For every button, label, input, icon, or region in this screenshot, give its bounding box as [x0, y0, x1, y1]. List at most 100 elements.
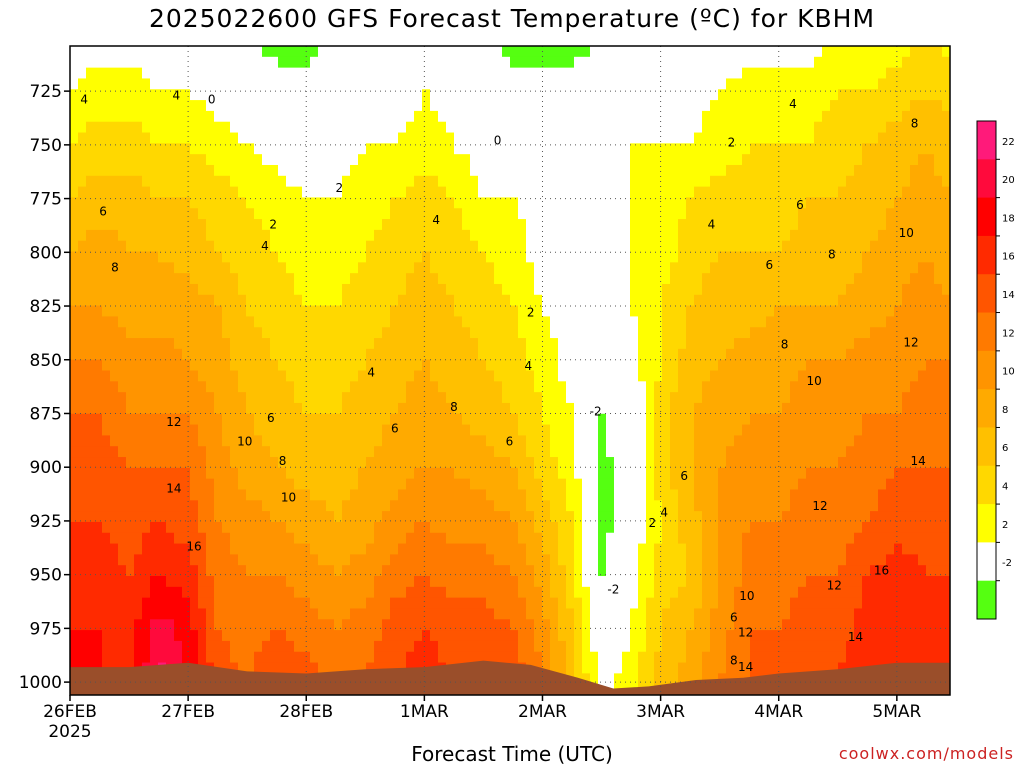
temperature-cell: [214, 511, 223, 523]
temperature-cell: [598, 608, 607, 620]
temperature-cell: [134, 229, 143, 242]
temperature-cell: [510, 543, 519, 555]
temperature-cell: [526, 78, 535, 90]
temperature-cell: [118, 370, 127, 382]
temperature-cell: [678, 78, 687, 90]
temperature-cell: [542, 457, 551, 469]
temperature-cell: [422, 597, 431, 610]
temperature-cell: [670, 413, 679, 426]
temperature-cell: [294, 219, 303, 231]
temperature-cell: [718, 554, 727, 566]
temperature-cell: [262, 467, 271, 480]
temperature-cell: [718, 110, 727, 123]
temperature-cell: [662, 100, 671, 112]
temperature-cell: [702, 619, 711, 631]
temperature-cell: [350, 219, 359, 231]
temperature-cell: [606, 608, 615, 620]
temperature-cell: [102, 154, 111, 166]
temperature-cell: [638, 402, 647, 415]
temperature-cell: [302, 630, 311, 642]
temperature-cell: [126, 46, 135, 58]
temperature-cell: [174, 262, 183, 274]
temperature-cell: [518, 424, 527, 436]
temperature-cell: [614, 78, 623, 90]
temperature-cell: [526, 597, 535, 610]
temperature-cell: [718, 208, 727, 220]
temperature-cell: [230, 197, 239, 209]
temperature-cell: [598, 78, 607, 90]
temperature-cell: [454, 511, 463, 523]
temperature-cell: [726, 294, 735, 307]
temperature-cell: [278, 619, 287, 631]
temperature-cell: [510, 619, 519, 631]
temperature-cell: [350, 630, 359, 642]
temperature-cell: [198, 56, 207, 69]
temperature-cell: [222, 359, 231, 372]
temperature-cell: [582, 56, 591, 69]
temperature-cell: [126, 478, 135, 491]
temperature-cell: [94, 110, 103, 123]
temperature-cell: [238, 392, 247, 404]
temperature-cell: [222, 424, 231, 436]
temperature-cell: [662, 532, 671, 545]
temperature-cell: [134, 100, 143, 112]
temperature-cell: [398, 478, 407, 491]
temperature-cell: [534, 381, 543, 393]
temperature-cell: [446, 154, 455, 166]
temperature-cell: [150, 56, 159, 69]
temperature-cell: [598, 565, 607, 577]
temperature-cell: [582, 381, 591, 393]
temperature-cell: [382, 554, 391, 566]
temperature-cell: [254, 251, 263, 263]
temperature-cell: [166, 186, 175, 199]
temperature-cell: [534, 240, 543, 253]
temperature-cell: [454, 294, 463, 307]
temperature-cell: [622, 100, 631, 112]
temperature-cell: [302, 478, 311, 491]
temperature-cell: [134, 251, 143, 263]
temperature-cell: [670, 348, 679, 361]
temperature-cell: [478, 56, 487, 69]
temperature-cell: [286, 630, 295, 642]
temperature-cell: [422, 489, 431, 501]
temperature-cell: [150, 348, 159, 361]
temperature-cell: [422, 89, 431, 101]
temperature-cell: [566, 208, 575, 220]
temperature-cell: [118, 521, 127, 534]
temperature-cell: [318, 208, 327, 220]
temperature-cell: [190, 338, 199, 350]
temperature-cell: [310, 219, 319, 231]
temperature-cell: [438, 532, 447, 545]
temperature-cell: [398, 543, 407, 555]
temperature-cell: [614, 435, 623, 447]
temperature-cell: [86, 619, 95, 631]
temperature-cell: [630, 586, 639, 599]
temperature-cell: [638, 56, 647, 69]
temperature-cell: [254, 100, 263, 112]
temperature-cell: [198, 100, 207, 112]
temperature-cell: [278, 327, 287, 339]
temperature-cell: [334, 478, 343, 491]
temperature-cell: [254, 110, 263, 123]
temperature-cell: [326, 457, 335, 469]
temperature-cell: [374, 392, 383, 404]
temperature-cell: [510, 597, 519, 610]
temperature-cell: [254, 619, 263, 631]
temperature-cell: [686, 489, 695, 501]
temperature-cell: [118, 251, 127, 263]
temperature-cell: [694, 164, 703, 177]
temperature-cell: [222, 283, 231, 296]
temperature-cell: [486, 457, 495, 469]
temperature-cell: [686, 370, 695, 382]
temperature-cell: [382, 56, 391, 69]
temperature-cell: [350, 251, 359, 263]
temperature-cell: [334, 46, 343, 58]
temperature-cell: [310, 511, 319, 523]
temperature-cell: [166, 630, 175, 642]
temperature-cell: [558, 381, 567, 393]
temperature-cell: [142, 511, 151, 523]
temperature-cell: [294, 175, 303, 188]
temperature-cell: [590, 392, 599, 404]
temperature-cell: [446, 630, 455, 642]
